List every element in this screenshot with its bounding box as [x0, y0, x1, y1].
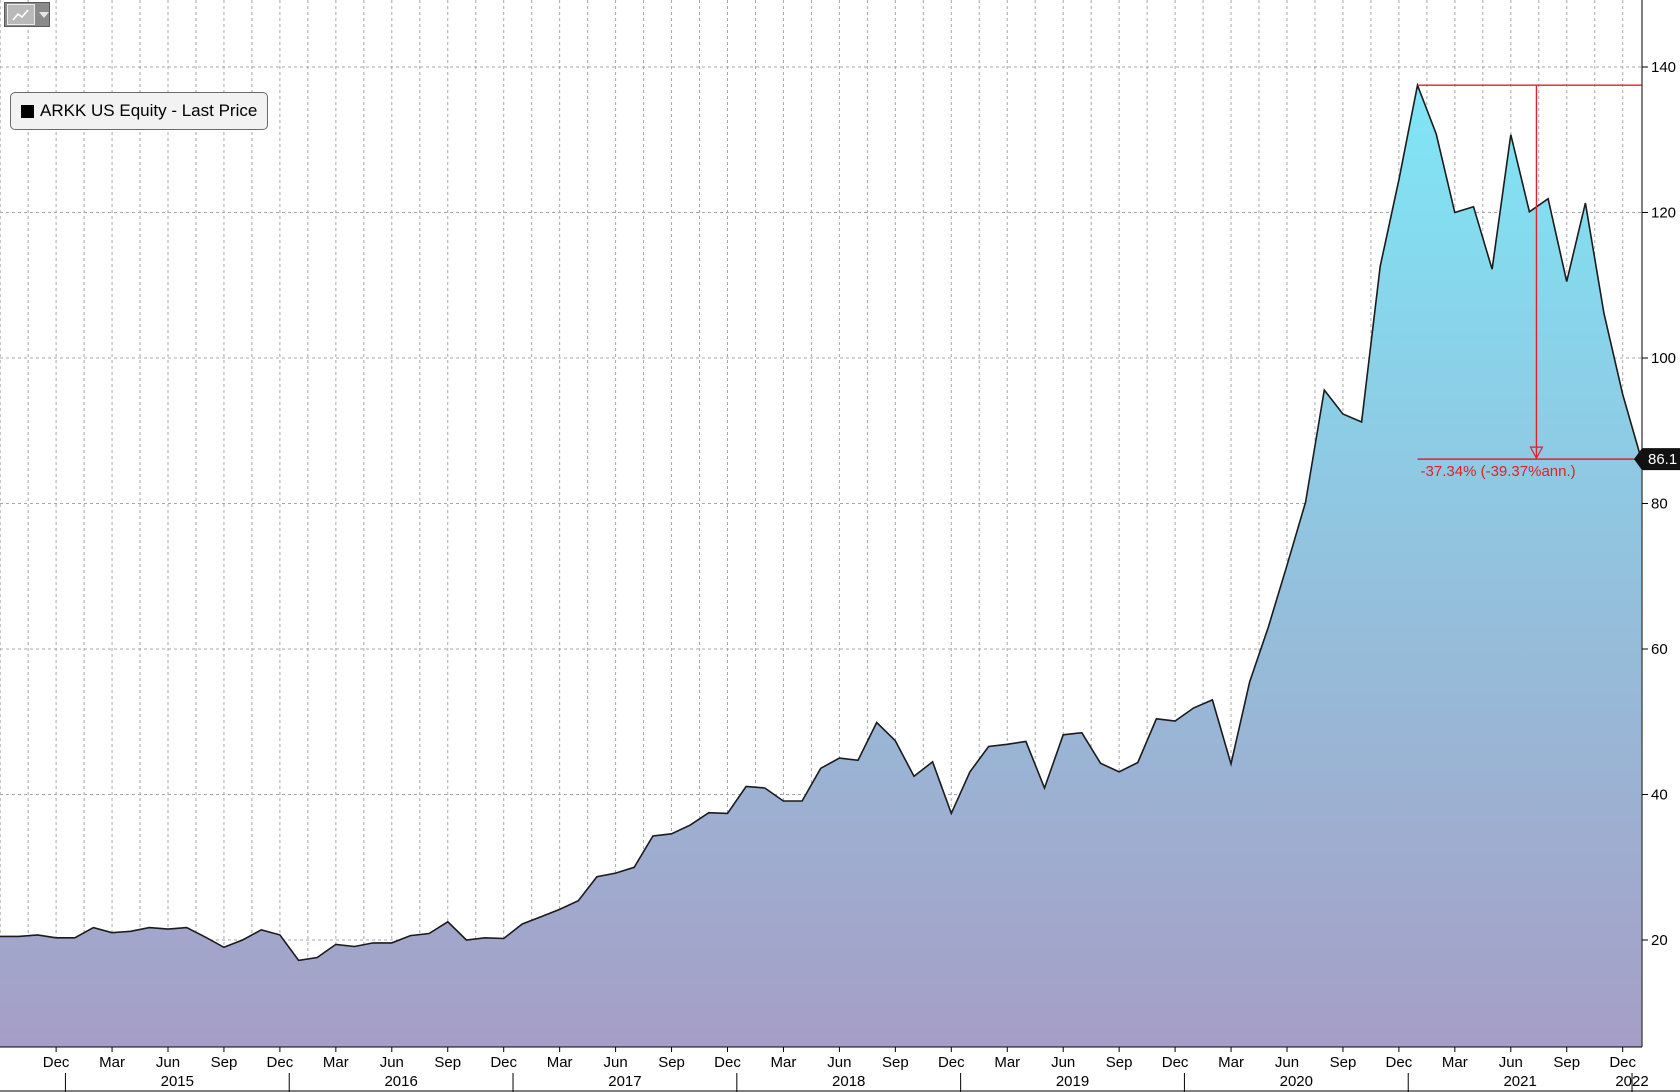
- x-year-label: 2015: [161, 1073, 194, 1090]
- x-year-label: 2021: [1503, 1073, 1536, 1090]
- x-tick-label: Mar: [771, 1054, 797, 1071]
- price-line: [0, 82, 1643, 962]
- last-price-tag: [1634, 448, 1680, 471]
- y-tick-label: 100: [1651, 350, 1676, 367]
- x-tick-label: Sep: [211, 1054, 238, 1071]
- y-tick-label: 120: [1651, 205, 1676, 222]
- x-year-label: 2019: [1056, 1073, 1089, 1090]
- x-tick-label: Jun: [827, 1054, 851, 1071]
- last-price-label: 86.1: [1648, 451, 1677, 468]
- drawdown-annotation: -37.34% (-39.37%ann.): [1421, 463, 1576, 480]
- x-tick-label: Dec: [490, 1054, 517, 1071]
- price-area-fill: [0, 85, 1642, 1047]
- y-tick-label: 140: [1651, 59, 1676, 76]
- x-tick-label: Dec: [714, 1054, 741, 1071]
- x-tick-label: Sep: [1330, 1054, 1357, 1071]
- x-tick-label: Dec: [1609, 1054, 1636, 1071]
- y-tick-label: 80: [1651, 496, 1668, 513]
- x-tick-label: Jun: [1275, 1054, 1299, 1071]
- x-tick-label: Sep: [882, 1054, 909, 1071]
- x-tick-label: Mar: [994, 1054, 1020, 1071]
- legend-swatch: [21, 104, 34, 118]
- y-tick-label: 60: [1651, 641, 1668, 658]
- line-chart-icon: [7, 4, 35, 25]
- chart-type-button[interactable]: [4, 2, 50, 27]
- x-tick-label: Jun: [1499, 1054, 1523, 1071]
- x-tick-label: Dec: [267, 1054, 294, 1071]
- x-year-label: 2020: [1280, 1073, 1313, 1090]
- x-tick-label: Dec: [938, 1054, 965, 1071]
- x-year-label: 2017: [608, 1073, 641, 1090]
- x-tick-label: Mar: [1218, 1054, 1244, 1071]
- y-tick-label: 40: [1651, 787, 1668, 804]
- x-year-label: 2022: [1615, 1073, 1648, 1090]
- x-tick-label: Sep: [658, 1054, 685, 1071]
- x-tick-label: Sep: [1553, 1054, 1580, 1071]
- y-tick-label: 20: [1651, 932, 1668, 949]
- x-tick-label: Dec: [1386, 1054, 1413, 1071]
- x-tick-label: Mar: [547, 1054, 573, 1071]
- x-tick-label: Jun: [380, 1054, 404, 1071]
- x-tick-label: Jun: [156, 1054, 180, 1071]
- x-tick-label: Dec: [43, 1054, 70, 1071]
- x-year-label: 2016: [384, 1073, 417, 1090]
- x-tick-label: Mar: [99, 1054, 125, 1071]
- x-tick-label: Mar: [323, 1054, 349, 1071]
- legend[interactable]: ARKK US Equity - Last Price: [10, 92, 269, 130]
- x-tick-label: Jun: [604, 1054, 628, 1071]
- x-year-label: 2018: [832, 1073, 865, 1090]
- legend-label: ARKK US Equity - Last Price: [40, 101, 258, 120]
- x-tick-label: Dec: [1162, 1054, 1189, 1071]
- drawdown-annotation-group: -37.34% (-39.37%ann.) 86.1: [1417, 84, 1680, 480]
- x-tick-label: Mar: [1442, 1054, 1468, 1071]
- x-tick-label: Jun: [1051, 1054, 1075, 1071]
- price-area: [0, 82, 1643, 1047]
- caret-down-icon[interactable]: [39, 11, 49, 18]
- drawdown-arrowhead: [1529, 446, 1544, 460]
- x-tick-label: Sep: [1106, 1054, 1133, 1071]
- x-tick-label: Sep: [434, 1054, 461, 1071]
